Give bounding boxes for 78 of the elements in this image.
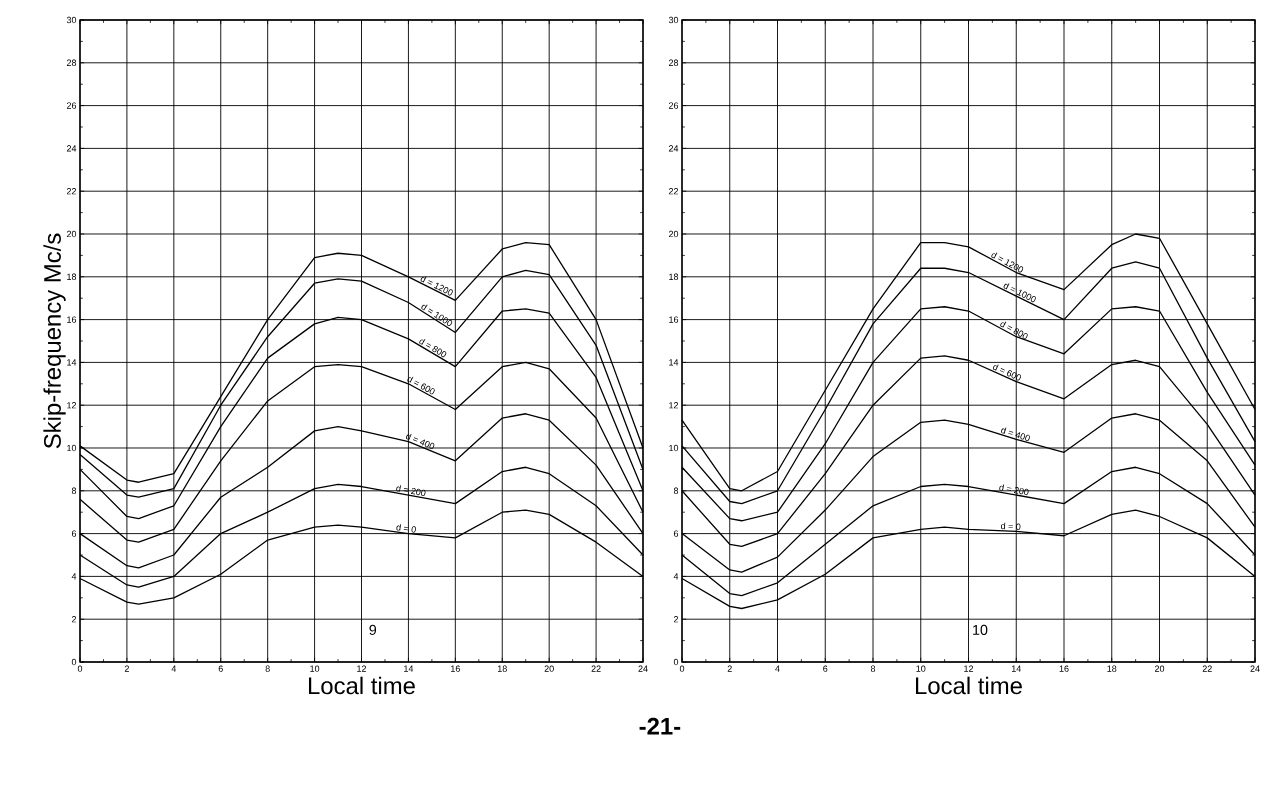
y-tick-label: 18 [669, 273, 679, 280]
text: d = 0 [396, 524, 416, 533]
y-tick-label: 24 [66, 145, 77, 152]
text: d = 400 [1001, 427, 1030, 442]
x-tick-label: 12 [964, 665, 974, 672]
x-tick-label: 8 [870, 665, 876, 672]
x-tick-label: 16 [451, 665, 460, 672]
y-tick-label: 24 [668, 145, 679, 152]
y-tick-label: 2 [673, 616, 679, 623]
text: d = 1000 [421, 304, 453, 327]
x-tick-label: 16 [1059, 665, 1069, 672]
y-tick-label: 28 [668, 59, 679, 66]
x-tick-label: 20 [544, 665, 554, 672]
text: d = 800 [1000, 321, 1028, 340]
x-tick-label: 10 [310, 665, 320, 672]
x-tick-label: 24 [638, 665, 648, 672]
x-tick-label: 2 [727, 665, 732, 672]
y-tick-label: 26 [668, 102, 679, 109]
text: d = 800 [419, 338, 447, 358]
x-tick-label: 2 [124, 665, 129, 672]
x-tick-label: 6 [218, 665, 223, 672]
text: d = 400 [406, 433, 435, 450]
y-tick-label: 12 [669, 402, 679, 409]
y-tick-label: 20 [668, 230, 679, 238]
y-tick-label: 6 [673, 530, 679, 537]
y-tick-label: 14 [67, 359, 77, 366]
x-tick-label: 4 [171, 665, 177, 672]
x-axis-title: Local time [915, 676, 1022, 695]
y-tick-label: 14 [669, 359, 679, 366]
y-tick-label: 12 [67, 402, 77, 409]
x-tick-label: 22 [591, 665, 601, 672]
x-tick-label: 4 [775, 665, 780, 672]
text: d = 200 [396, 485, 426, 497]
x-tick-label: 12 [357, 665, 367, 672]
y-tick-label: 30 [66, 16, 77, 24]
y-tick-label: 4 [71, 573, 77, 580]
x-tick-label: 6 [823, 665, 828, 672]
y-axis-title: Skip-frequency Mc/s [43, 233, 66, 449]
text: d = 1000 [1003, 283, 1036, 303]
text: -21- [639, 717, 681, 735]
text: d = 600 [407, 376, 435, 395]
y-tick-label: 2 [71, 616, 77, 623]
y-tick-label: 22 [668, 188, 679, 195]
series-label: d = 0 [1000, 522, 1021, 530]
x-tick-label: 20 [1154, 665, 1165, 672]
x-axis-title: Local time [308, 676, 415, 695]
y-tick-label: 8 [71, 487, 77, 494]
x-tick-label: 14 [1011, 665, 1021, 672]
x-tick-label: 22 [1202, 665, 1212, 672]
x-tick-label: 10 [916, 665, 926, 672]
text: d = 200 [999, 484, 1029, 496]
y-tick-label: 26 [66, 102, 77, 109]
text: d = 600 [992, 364, 1021, 381]
x-tick-label: 14 [404, 665, 414, 672]
text: d = 1200 [420, 276, 453, 296]
y-tick-label: 28 [66, 59, 77, 66]
x-tick-label: 0 [679, 665, 685, 672]
y-tick-label: 0 [673, 658, 679, 666]
y-tick-label: 18 [67, 273, 77, 280]
y-tick-label: 0 [71, 658, 77, 666]
y-tick-label: 16 [67, 316, 77, 323]
x-tick-label: 8 [265, 665, 270, 672]
y-tick-label: 22 [66, 188, 77, 195]
y-tick-label: 6 [71, 530, 77, 537]
annotation: 9 [369, 624, 377, 635]
y-tick-label: 10 [669, 444, 679, 452]
y-tick-label: 4 [673, 573, 679, 580]
y-tick-label: 16 [669, 316, 679, 323]
y-tick-label: 8 [673, 487, 679, 494]
y-tick-label: 30 [668, 16, 679, 24]
x-tick-label: 0 [77, 665, 83, 672]
y-tick-label: 10 [67, 444, 77, 452]
x-tick-label: 18 [1107, 665, 1117, 672]
text: d = 1200 [991, 252, 1024, 273]
annotation: 10 [973, 624, 988, 635]
x-tick-label: 18 [497, 665, 507, 672]
y-tick-label: 20 [66, 230, 77, 238]
x-tick-label: 24 [1250, 665, 1260, 672]
